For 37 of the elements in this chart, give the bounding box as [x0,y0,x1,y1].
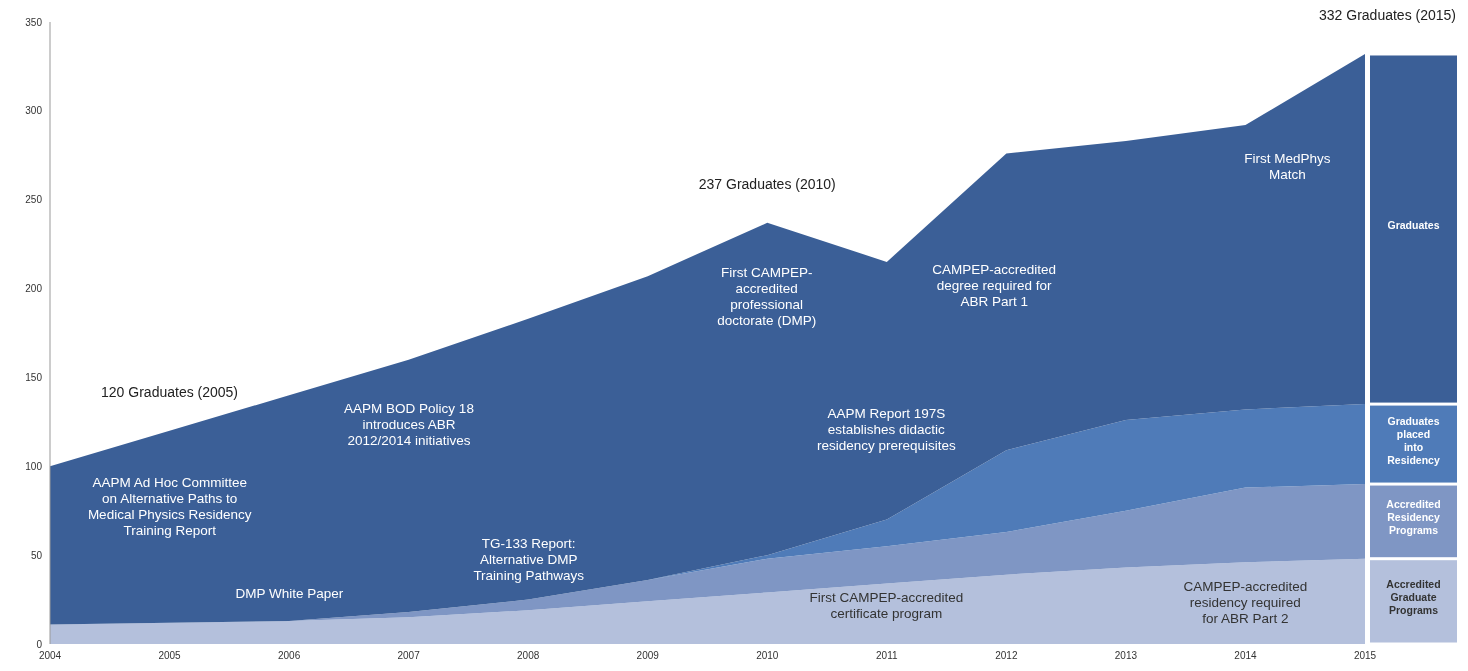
annotation: TG-133 Report: Alternative DMP Training Pathways [473,535,585,583]
annotation: First CAMPEP- accredited professional doctorate (DMP) [717,265,817,329]
annotation: AAPM Ad Hoc Committee on Alternative Paths to Medical Physics Residency Training Report [87,474,252,538]
x-tick-label: 2009 [636,650,660,661]
y-tick-label: 100 [25,460,43,472]
y-tick-label: 300 [25,105,43,117]
annotation: AAPM BOD Policy 18 introduces ABR 2012/2014 initiatives [344,400,474,448]
y-tick-label: 350 [25,16,43,28]
x-tick-label: 2012 [995,650,1018,661]
x-tick-label: 2014 [1234,650,1258,661]
x-tick-label: 2008 [517,650,540,661]
x-tick-label: 2006 [277,650,301,661]
text: Graduates [1387,219,1440,232]
annotation: 237 Graduates (2010) [698,175,836,192]
x-tick-label: 2015 [1353,650,1377,661]
annotation: 332 Graduates (2015) [1319,6,1456,23]
text: Graduates placed into Residency [1387,414,1440,466]
annotation: First CAMPEP-accredited certificate program [809,590,964,622]
y-tick-label: 0 [36,638,43,650]
y-tick-label: 200 [25,283,43,295]
y-tick-label: 50 [30,549,43,561]
x-tick-label: 2010 [756,650,779,661]
x-tick-label: 2004 [38,650,62,661]
annotation: AAPM Report 197S establishes didactic residency prerequisites [816,406,956,454]
x-tick-label: 2005 [158,650,182,661]
annotation: CAMPEP-accredited residency required for ABR Part 2 [1183,578,1308,626]
annotation: First MedPhys Match [1244,151,1331,183]
y-tick-label: 250 [25,194,43,206]
x-tick-label: 2007 [397,650,421,661]
annotation: 120 Graduates (2005) [101,383,239,400]
text: Accredited Residency Programs [1386,498,1441,537]
x-tick-label: 2013 [1114,650,1138,661]
text: Accredited Graduate Programs [1386,578,1441,617]
annotation: DMP White Paper [235,585,344,601]
annotation: CAMPEP-accredited degree required for ABR Part 1 [932,262,1057,310]
x-tick-label: 2011 [876,650,898,661]
y-tick-label: 150 [25,371,43,383]
